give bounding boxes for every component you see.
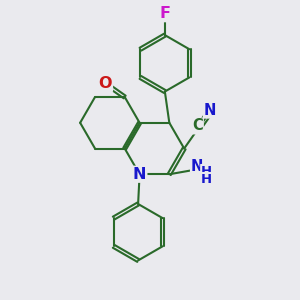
Text: N: N: [133, 167, 146, 182]
Text: N: N: [191, 159, 203, 174]
Text: N: N: [204, 103, 216, 118]
Text: H: H: [201, 165, 212, 178]
Text: F: F: [159, 6, 170, 21]
Text: H: H: [201, 172, 212, 186]
Text: C: C: [192, 118, 203, 134]
Text: O: O: [98, 76, 112, 91]
